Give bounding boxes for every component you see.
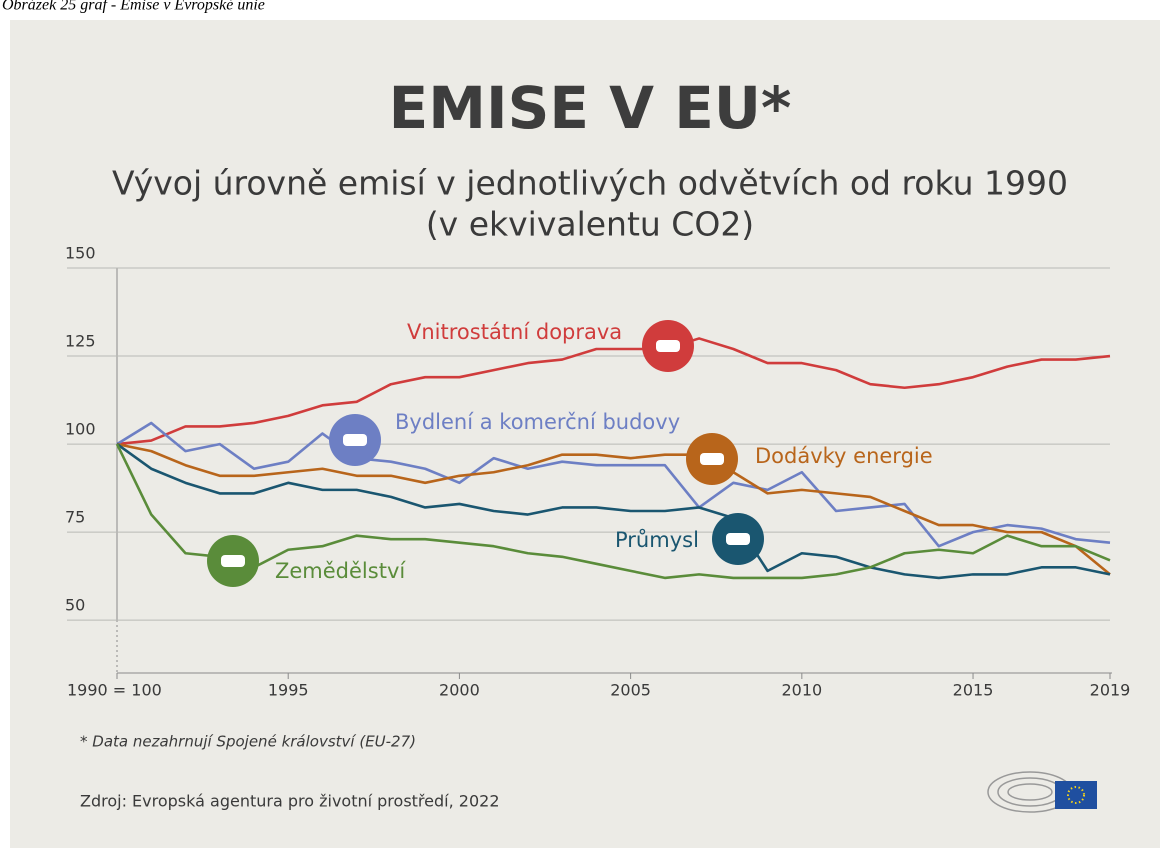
chart-title: EMISE V EU* xyxy=(389,74,792,142)
x-tick-label: 2010 xyxy=(781,681,822,700)
line-series xyxy=(116,443,1111,580)
icon-glyph xyxy=(656,340,680,352)
y-tick-label: 150 xyxy=(65,244,96,263)
x-tick-label: 1995 xyxy=(268,681,309,700)
icon-glyph xyxy=(221,555,245,567)
subtitle: (v ekvivalentu CO2) xyxy=(426,205,754,244)
x-tick-label: 2000 xyxy=(439,681,480,700)
series-label: Bydlení a komerční budovy xyxy=(395,410,680,434)
eu-parliament-logo xyxy=(987,771,1097,813)
x-tick-label: 2019 xyxy=(1090,681,1131,700)
series-label: Průmysl xyxy=(615,528,699,552)
line-series xyxy=(116,337,1111,446)
y-tick-label: 75 xyxy=(65,508,85,527)
caption: Obrázek 25 graf - Emise v Evropské unie xyxy=(2,0,265,14)
icon-glyph xyxy=(726,533,750,545)
icon-glyph xyxy=(700,453,724,465)
y-tick-label: 100 xyxy=(65,420,96,439)
line-series xyxy=(116,421,1111,548)
y-tick-label: 50 xyxy=(65,596,85,615)
icon-glyph xyxy=(343,434,367,446)
footnote: * Data nezahrnují Spojené království (EU… xyxy=(80,733,416,751)
source: Zdroj: Evropská agentura pro životní pro… xyxy=(80,792,500,811)
x-tick-label: 2005 xyxy=(610,681,651,700)
subtitle: Vývoj úrovně emisí v jednotlivých odvětv… xyxy=(112,164,1068,203)
x-tick-label: 1990 = 100 xyxy=(67,681,162,700)
series-label: Dodávky energie xyxy=(755,444,933,468)
line-series xyxy=(115,443,1111,580)
line-series xyxy=(116,442,1111,576)
series-label: Zemědělství xyxy=(275,559,406,583)
x-tick-label: 2015 xyxy=(953,681,994,700)
panel xyxy=(10,20,1160,848)
y-tick-label: 125 xyxy=(65,332,96,351)
series-label: Vnitrostátní doprava xyxy=(407,320,622,344)
